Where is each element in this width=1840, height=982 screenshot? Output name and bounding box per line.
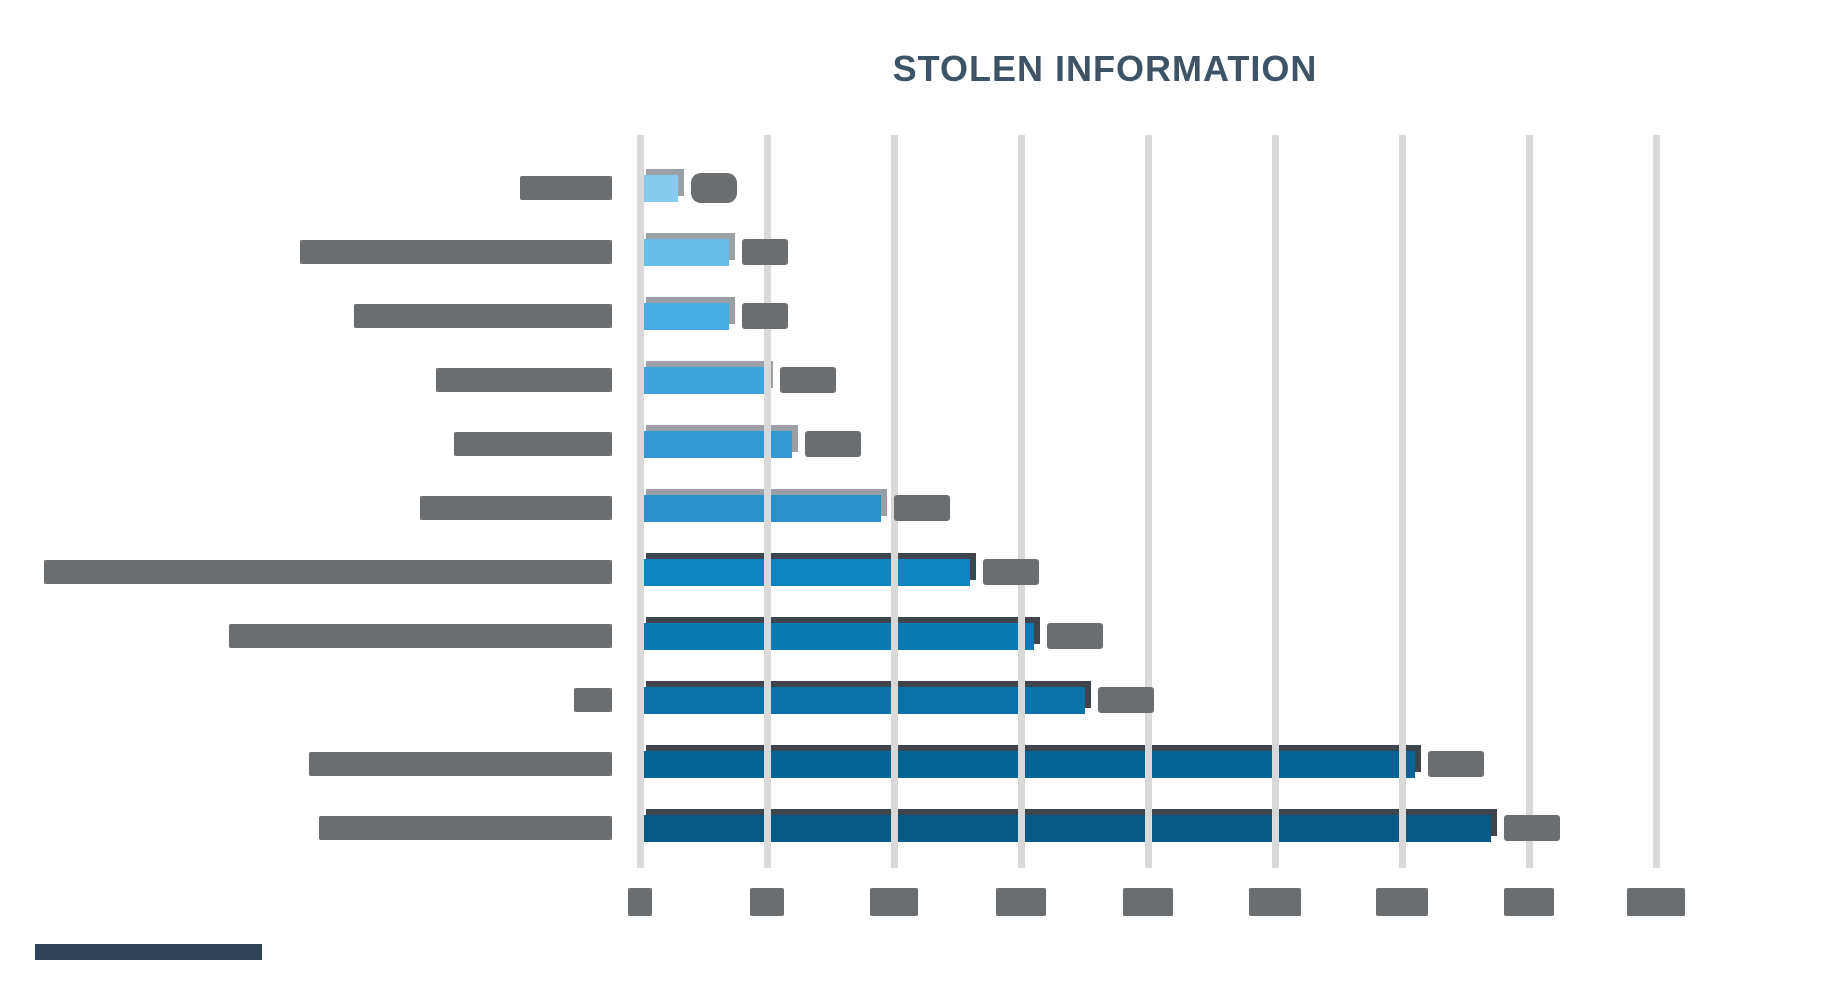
bar — [640, 495, 881, 522]
category-label-redacted — [319, 816, 612, 840]
x-tick-label-redacted — [1123, 888, 1173, 916]
value-label-redacted — [805, 431, 861, 457]
x-tick-label-redacted — [1249, 888, 1301, 916]
bar — [640, 175, 678, 202]
category-label-redacted — [574, 688, 612, 712]
bar — [640, 815, 1491, 842]
gridline — [1145, 135, 1152, 868]
category-label-redacted — [44, 560, 612, 584]
x-tick-label-redacted — [1504, 888, 1554, 916]
x-tick-label-redacted — [870, 888, 918, 916]
bar — [640, 239, 729, 266]
gridline — [1653, 135, 1660, 868]
value-label-redacted — [742, 239, 788, 265]
bar — [640, 367, 767, 394]
x-tick-label-redacted — [628, 888, 652, 916]
value-label-redacted — [1047, 623, 1103, 649]
bar — [640, 623, 1034, 650]
value-label-redacted — [983, 559, 1039, 585]
category-label-redacted — [520, 176, 612, 200]
bar — [640, 751, 1415, 778]
value-label-redacted — [1098, 687, 1154, 713]
source-line-redacted-block — [35, 944, 262, 960]
value-label-redacted — [691, 173, 737, 203]
x-tick-label-redacted — [1376, 888, 1428, 916]
category-label-redacted — [436, 368, 612, 392]
gridline — [637, 135, 644, 868]
value-label-redacted — [894, 495, 950, 521]
x-tick-label-redacted — [750, 888, 784, 916]
chart-title: STOLEN INFORMATION — [892, 48, 1318, 89]
category-label-redacted — [454, 432, 612, 456]
category-label-redacted — [229, 624, 612, 648]
category-label-redacted — [300, 240, 612, 264]
x-tick-label-redacted — [996, 888, 1046, 916]
bar — [640, 559, 970, 586]
value-label-redacted — [1428, 751, 1484, 777]
gridline — [764, 135, 771, 868]
value-label-redacted — [742, 303, 788, 329]
category-label-redacted — [354, 304, 612, 328]
category-label-redacted — [309, 752, 612, 776]
gridline — [1018, 135, 1025, 868]
bar — [640, 303, 729, 330]
gridline — [1526, 135, 1533, 868]
category-label-redacted — [420, 496, 612, 520]
value-label-redacted — [780, 367, 836, 393]
x-tick-label-redacted — [1627, 888, 1685, 916]
gridline — [1399, 135, 1406, 868]
bar — [640, 687, 1085, 714]
value-label-redacted — [1504, 815, 1560, 841]
gridline — [1272, 135, 1279, 868]
